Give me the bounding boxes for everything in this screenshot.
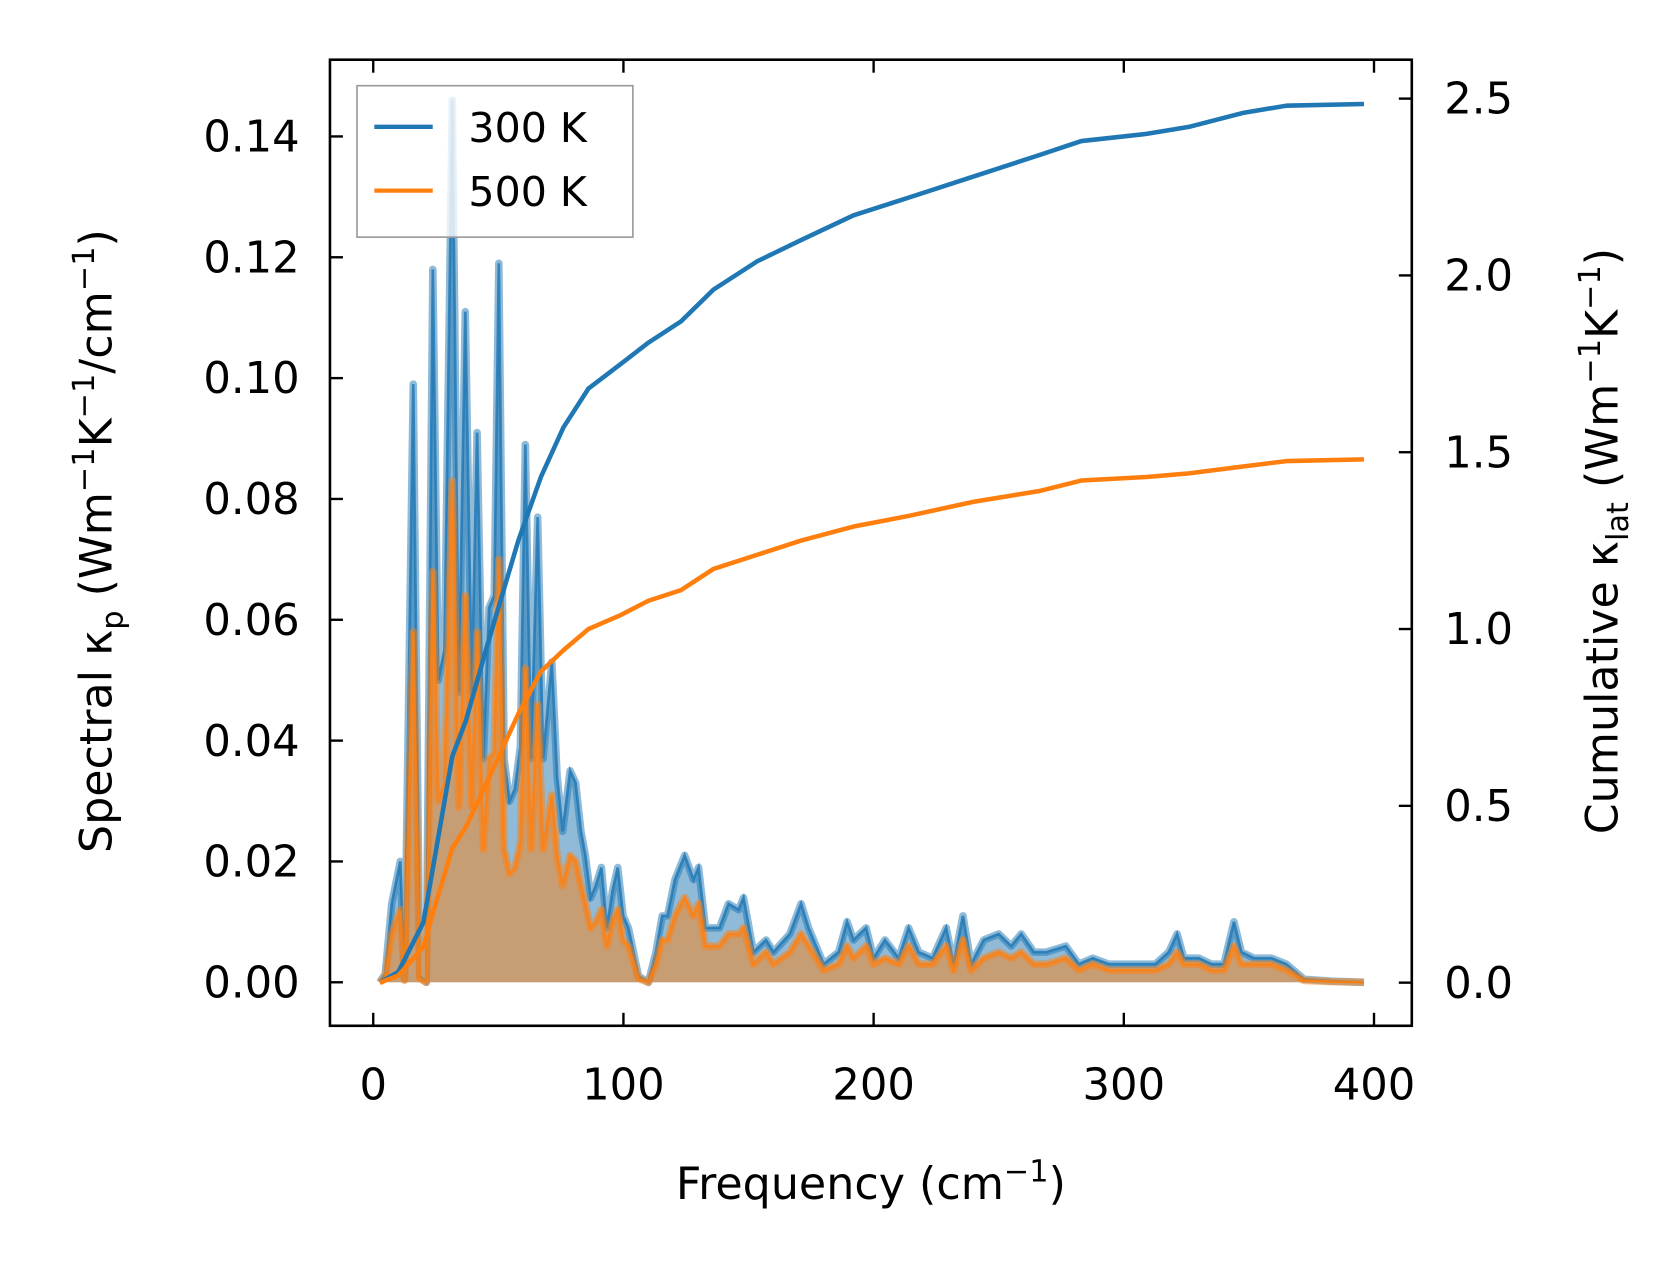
axis-label-part: (Wm	[71, 492, 122, 610]
axis-label-part: (Wm	[1577, 384, 1628, 502]
axis-label-part: −1	[67, 447, 102, 492]
cumulative-line-300k	[378, 101, 1365, 985]
legend-label-300k: 300 K	[468, 104, 587, 152]
axis-label-part: p	[95, 611, 130, 630]
x-tick-label: 400	[1333, 1060, 1416, 1110]
axis-label-part: −1	[67, 374, 102, 419]
y-right-tick-label: 1.5	[1444, 428, 1513, 478]
legend-box	[356, 84, 634, 238]
axis-label-part: Cumulative κ	[1577, 541, 1628, 834]
axis-label-part: −1	[67, 247, 102, 292]
y-left-tick-label: 0.12	[203, 233, 299, 283]
spectral-line-500k	[378, 480, 1364, 985]
axis-ticks: 0 100 200 300 400 0.00 0.02 0.04 0.06 0.08 0.10 0.1…	[203, 59, 1513, 1110]
y-left-tick-label: 0.06	[203, 596, 299, 646]
cumulative-line-500k	[378, 457, 1365, 985]
x-tick-label: 200	[832, 1060, 915, 1110]
legend: 300 K 500 K	[356, 84, 634, 238]
y-left-tick-label: 0.02	[203, 838, 299, 888]
cumulative-lines	[378, 101, 1365, 985]
y-axis-left-label: Spectral κp (Wm−1K−1/cm−1)	[67, 229, 130, 853]
y-left-tick-label: 0.08	[203, 475, 299, 525]
spectral-fill-500k	[379, 480, 1364, 983]
y-left-tick-label: 0.00	[203, 958, 299, 1008]
y-right-tick-label: 0.5	[1444, 782, 1513, 832]
axis-label-part: K	[71, 416, 122, 447]
y-left-tick-label: 0.10	[203, 354, 299, 404]
y-right-tick-label: 2.0	[1444, 252, 1513, 302]
axis-label-part: K	[1577, 308, 1628, 339]
spectral-line-300k	[378, 100, 1365, 986]
axis-label-part: −1	[1573, 339, 1608, 384]
legend-label-500k: 500 K	[468, 168, 587, 216]
y-right-tick-label: 0.0	[1444, 959, 1513, 1009]
y-right-tick-label: 1.0	[1444, 605, 1513, 655]
x-tick-label: 100	[582, 1060, 665, 1110]
axis-label-part: lat	[1601, 502, 1636, 541]
axis-label-part: −1	[1573, 265, 1608, 310]
axis-label-part: /cm	[71, 291, 122, 374]
y-axis-right-label: Cumulative κlat (Wm−1K−1)	[1573, 248, 1636, 834]
y-left-tick-label: 0.04	[203, 717, 299, 767]
y-right-tick-label: 2.5	[1444, 75, 1513, 125]
y-left-tick-label: 0.14	[203, 113, 299, 163]
axis-label-part: Spectral κ	[71, 630, 122, 853]
x-tick-label: 300	[1083, 1060, 1166, 1110]
spectral-fills	[376, 96, 1365, 987]
plot-frame	[328, 58, 1414, 1028]
x-axis-label: Frequency (cm−1)	[676, 1155, 1066, 1210]
x-tick-label: 0	[359, 1060, 387, 1110]
axis-label-part: )	[71, 229, 122, 246]
axis-label-part: )	[1577, 248, 1628, 265]
